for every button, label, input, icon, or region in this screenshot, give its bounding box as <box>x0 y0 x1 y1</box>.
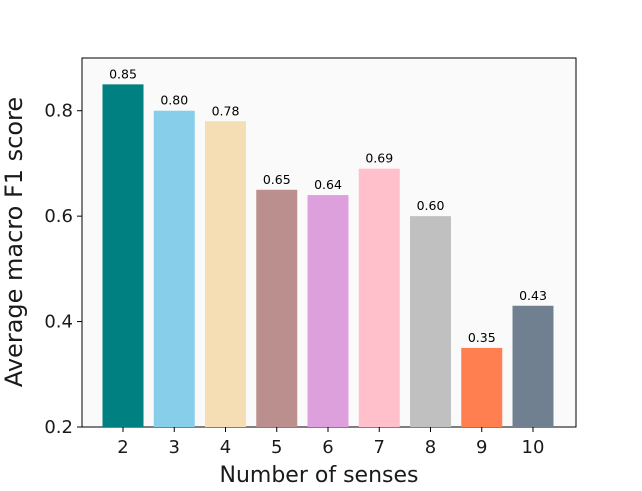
bar-value-label: 0.43 <box>519 288 547 303</box>
bar-8 <box>410 216 451 427</box>
x-axis-title: Number of senses <box>220 463 419 488</box>
bar-6 <box>307 195 349 427</box>
bars-group: 0.85 0.80 0.78 0.65 0.64 0.69 0.60 0.35 0.43 <box>102 66 554 427</box>
bar-value-label: 0.80 <box>160 93 188 108</box>
bar-7 <box>358 168 400 427</box>
x-axis-ticks: 2 3 4 5 6 7 8 9 10 <box>117 427 544 458</box>
bar-10 <box>512 305 554 427</box>
bar-value-label: 0.69 <box>365 151 393 166</box>
x-tick-label: 5 <box>271 437 282 458</box>
bar-value-label: 0.60 <box>417 198 445 213</box>
x-tick-label: 3 <box>169 437 180 458</box>
y-tick-label: 0.2 <box>44 417 73 438</box>
bar-value-label: 0.35 <box>468 330 496 345</box>
y-tick-label: 0.6 <box>44 206 73 227</box>
bar-3 <box>153 110 195 427</box>
x-tick-label: 2 <box>117 437 128 458</box>
x-tick-label: 9 <box>476 437 487 458</box>
bar-2 <box>102 84 144 427</box>
x-tick-label: 4 <box>220 437 231 458</box>
bar-value-label: 0.78 <box>212 103 240 118</box>
bar-value-label: 0.64 <box>314 177 342 192</box>
x-tick-label: 8 <box>425 437 436 458</box>
bar-9 <box>461 347 503 427</box>
bar-value-label: 0.65 <box>263 172 291 187</box>
x-tick-label: 10 <box>522 437 545 458</box>
x-tick-label: 6 <box>322 437 333 458</box>
y-tick-label: 0.8 <box>44 101 73 122</box>
bar-value-label: 0.85 <box>109 66 137 81</box>
y-axis-ticks: 0.2 0.4 0.6 0.8 <box>44 101 82 438</box>
y-axis-title: Average macro F1 score <box>0 97 28 387</box>
bar-4 <box>205 121 246 427</box>
x-tick-label: 7 <box>374 437 385 458</box>
bar-5 <box>256 189 298 427</box>
y-tick-label: 0.4 <box>44 312 73 333</box>
